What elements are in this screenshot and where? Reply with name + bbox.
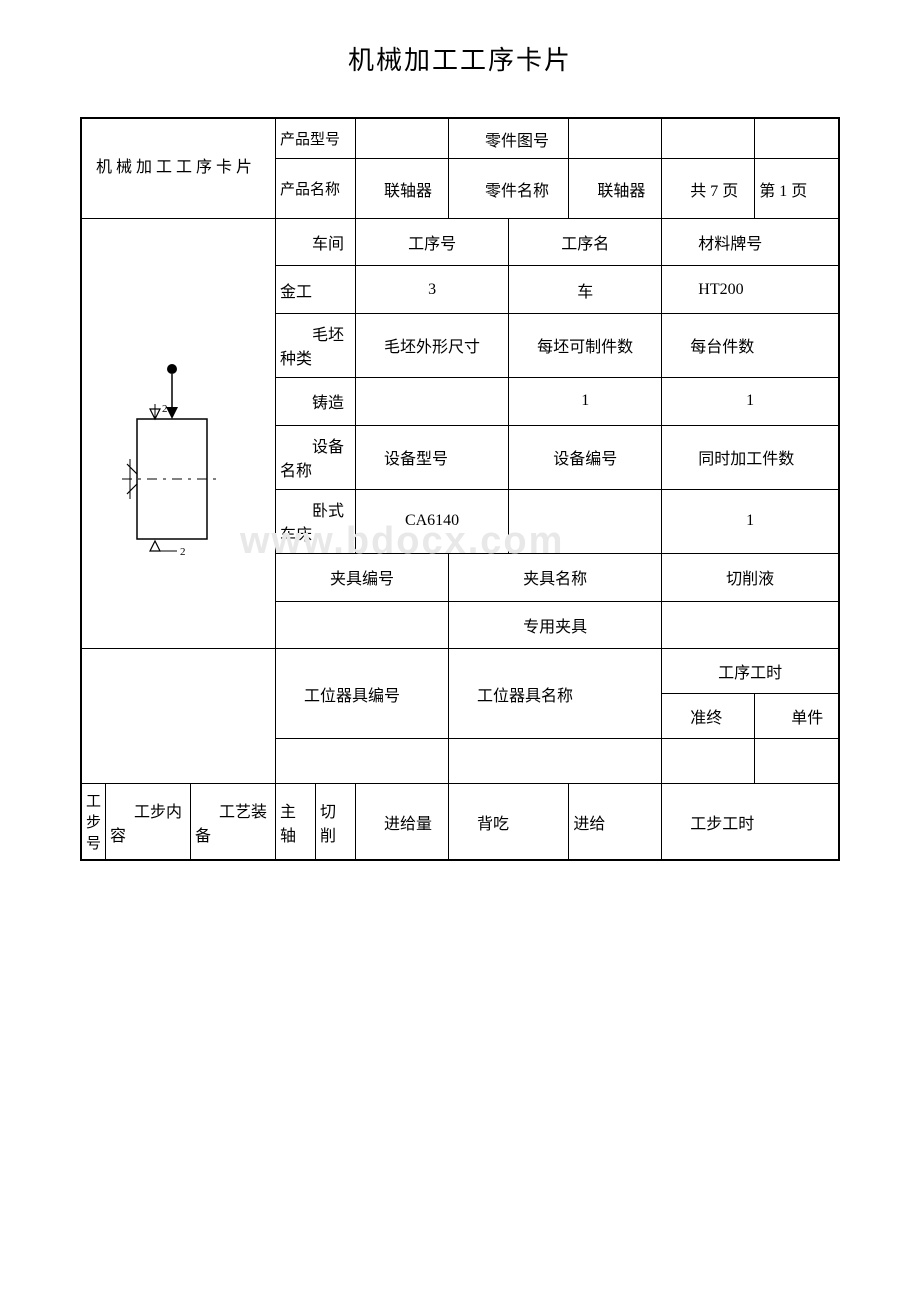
product-name-value: 联轴器 bbox=[356, 159, 449, 219]
per-blank-value: 1 bbox=[509, 378, 662, 425]
per-unit-value: 1 bbox=[662, 378, 839, 425]
station-no-label: 工位器具编号 bbox=[276, 649, 449, 739]
page-no: 第 1 页 bbox=[755, 159, 839, 219]
part-drawing-no-label: 零件图号 bbox=[448, 119, 568, 159]
prep-value bbox=[662, 739, 755, 784]
blank-dim-label: 毛坯外形尺寸 bbox=[356, 313, 509, 377]
blank-dim-value bbox=[356, 378, 509, 425]
equip-model-value: CA6140 bbox=[356, 489, 509, 553]
product-model-value bbox=[356, 119, 449, 159]
material-value: HT200 bbox=[662, 266, 839, 313]
per-unit-label: 每台件数 bbox=[662, 313, 839, 377]
process-diagram: 2 2 bbox=[92, 299, 252, 579]
fixture-name-value: 专用夹具 bbox=[448, 601, 661, 648]
equip-no-value bbox=[509, 489, 662, 553]
single-label: 单件 bbox=[755, 694, 839, 739]
spindle-label: 主轴 bbox=[276, 784, 316, 860]
part-drawing-no-value bbox=[569, 119, 662, 159]
process-no-label: 工序号 bbox=[356, 219, 509, 266]
cut-label: 切削 bbox=[316, 784, 356, 860]
equip-name-label: 设备名称 bbox=[276, 425, 356, 489]
equip-no-label: 设备编号 bbox=[509, 425, 662, 489]
tooling-label: 工艺装备 bbox=[191, 784, 276, 860]
equip-model-label: 设备型号 bbox=[356, 425, 509, 489]
blank-left bbox=[82, 649, 276, 784]
svg-text:2: 2 bbox=[180, 546, 186, 558]
single-value bbox=[755, 739, 839, 784]
total-pages: 共 7 页 bbox=[662, 159, 755, 219]
feed2-label: 进给 bbox=[569, 784, 662, 860]
page-title: 机械加工工序卡片 bbox=[20, 40, 900, 77]
station-no-value bbox=[276, 739, 449, 784]
process-card: 机 械 加 工 工 序 卡 片 产品型号 零件图号 产品名称 联轴器 零件名称 … bbox=[80, 117, 840, 861]
station-name-value bbox=[448, 739, 661, 784]
blank-cell bbox=[755, 119, 839, 159]
workshop-value: 金工 bbox=[276, 266, 356, 313]
prep-label: 准终 bbox=[662, 694, 755, 739]
product-model-label: 产品型号 bbox=[276, 119, 356, 159]
svg-text:2: 2 bbox=[162, 403, 168, 415]
concurrent-value: 1 bbox=[662, 489, 839, 553]
depth-label: 背吃 bbox=[448, 784, 568, 860]
feed-label: 进给量 bbox=[356, 784, 449, 860]
material-label: 材料牌号 bbox=[662, 219, 839, 266]
diagram-cell: 2 2 bbox=[82, 219, 276, 649]
product-name-label: 产品名称 bbox=[276, 159, 356, 219]
fixture-no-label: 夹具编号 bbox=[276, 554, 449, 601]
part-name-value: 联轴器 bbox=[569, 159, 662, 219]
step-time-label: 工步工时 bbox=[662, 784, 839, 860]
card-name-cell: 机 械 加 工 工 序 卡 片 bbox=[82, 119, 276, 219]
process-card-table: 机 械 加 工 工 序 卡 片 产品型号 零件图号 产品名称 联轴器 零件名称 … bbox=[81, 118, 839, 860]
process-name-value: 车 bbox=[509, 266, 662, 313]
station-name-label: 工位器具名称 bbox=[448, 649, 661, 739]
blank-type-label: 毛坯种类 bbox=[276, 313, 356, 377]
process-time-label: 工序工时 bbox=[662, 649, 839, 694]
fixture-name-label: 夹具名称 bbox=[448, 554, 661, 601]
step-content-label: 工步内容 bbox=[106, 784, 191, 860]
coolant-label: 切削液 bbox=[662, 554, 839, 601]
equip-name-value: 卧式车床 bbox=[276, 489, 356, 553]
coolant-value bbox=[662, 601, 839, 648]
part-name-label: 零件名称 bbox=[448, 159, 568, 219]
step-no-label: 工步号 bbox=[82, 784, 106, 860]
per-blank-label: 每坯可制件数 bbox=[509, 313, 662, 377]
blank-type-value: 铸造 bbox=[276, 378, 356, 425]
process-no-value: 3 bbox=[356, 266, 509, 313]
fixture-no-value bbox=[276, 601, 449, 648]
blank-cell bbox=[662, 119, 755, 159]
process-name-label: 工序名 bbox=[509, 219, 662, 266]
workshop-label: 车间 bbox=[276, 219, 356, 266]
concurrent-label: 同时加工件数 bbox=[662, 425, 839, 489]
